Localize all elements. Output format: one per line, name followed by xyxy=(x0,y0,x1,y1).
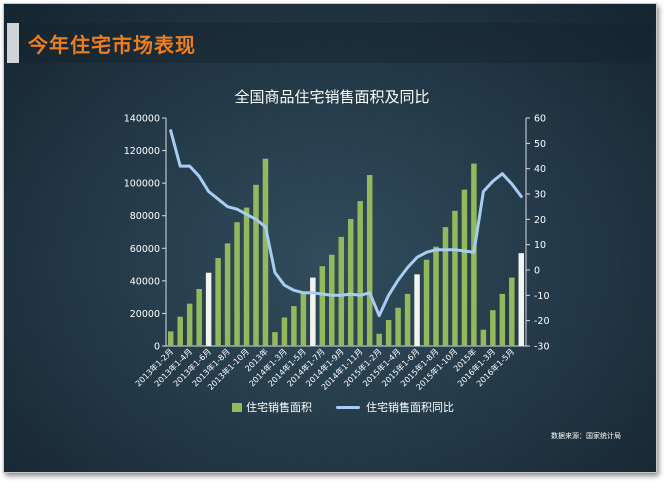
bar xyxy=(461,189,468,346)
bar xyxy=(490,310,496,346)
left-axis-tick-label: 60000 xyxy=(130,244,160,255)
legend-item-line: 住宅销售面积同比 xyxy=(336,399,454,415)
bar xyxy=(423,259,430,346)
right-axis-tick-label: 20 xyxy=(534,215,546,226)
right-axis-tick-label: 60 xyxy=(534,114,546,125)
bar xyxy=(205,272,212,346)
bar xyxy=(385,319,392,346)
header-accent-bar xyxy=(7,23,19,63)
right-axis-tick-label: -10 xyxy=(534,291,550,302)
right-axis-tick-label: 40 xyxy=(534,164,546,175)
legend-label-bar: 住宅销售面积 xyxy=(246,401,312,414)
page-title: 今年住宅市场表现 xyxy=(28,33,196,57)
right-axis-tick-label: -30 xyxy=(534,342,550,353)
bar xyxy=(319,266,326,346)
bar xyxy=(509,277,515,346)
bar xyxy=(272,332,278,346)
bar xyxy=(291,306,297,346)
bar xyxy=(234,222,240,346)
chart-title: 全国商品住宅销售面积及同比 xyxy=(234,88,430,106)
bar xyxy=(224,243,231,346)
bar xyxy=(338,236,345,346)
bar xyxy=(499,293,506,346)
bar xyxy=(471,163,477,346)
left-axis-tick-label: 100000 xyxy=(124,179,160,190)
bar xyxy=(433,246,439,346)
bar xyxy=(518,253,525,346)
legend-line-swatch xyxy=(336,405,360,409)
bar xyxy=(253,184,259,346)
bar xyxy=(215,258,221,346)
bar xyxy=(376,333,382,346)
bar xyxy=(452,210,458,346)
bar xyxy=(395,307,401,346)
bar xyxy=(480,329,487,346)
left-axis-tick-label: 20000 xyxy=(130,309,160,320)
left-axis-tick-label: 40000 xyxy=(130,276,160,287)
bar xyxy=(442,227,449,346)
bar xyxy=(300,293,307,346)
bar xyxy=(414,274,420,346)
right-axis-tick-label: 0 xyxy=(534,266,540,277)
bar xyxy=(281,317,288,346)
right-axis-tick-label: 30 xyxy=(534,190,546,201)
data-source-note: 数据来源：国家统计局 xyxy=(551,432,621,440)
bar xyxy=(366,175,373,346)
right-axis-tick-label: 10 xyxy=(534,240,546,251)
bar xyxy=(243,207,250,346)
bar xyxy=(347,218,354,346)
bar xyxy=(262,158,269,346)
bar xyxy=(167,331,174,346)
slide-frame xyxy=(3,3,657,473)
header-band xyxy=(19,23,652,63)
bar xyxy=(196,289,202,346)
series-line xyxy=(169,129,523,318)
left-axis-tick-label: 0 xyxy=(154,342,160,353)
left-axis-tick-label: 120000 xyxy=(124,146,160,157)
right-axis-tick-label: 50 xyxy=(534,139,546,150)
bar xyxy=(329,254,335,346)
bar xyxy=(357,201,363,346)
bar xyxy=(177,316,183,346)
right-axis-tick-label: -20 xyxy=(534,316,550,327)
bar xyxy=(404,293,411,346)
bar xyxy=(310,277,316,346)
left-axis-tick-label: 80000 xyxy=(130,211,160,222)
bar xyxy=(186,303,193,346)
legend-label-line: 住宅销售面积同比 xyxy=(366,401,454,414)
legend-bar-swatch xyxy=(232,402,242,412)
left-axis-tick-label: 140000 xyxy=(124,114,160,125)
legend-item-bar: 住宅销售面积 xyxy=(232,399,312,415)
